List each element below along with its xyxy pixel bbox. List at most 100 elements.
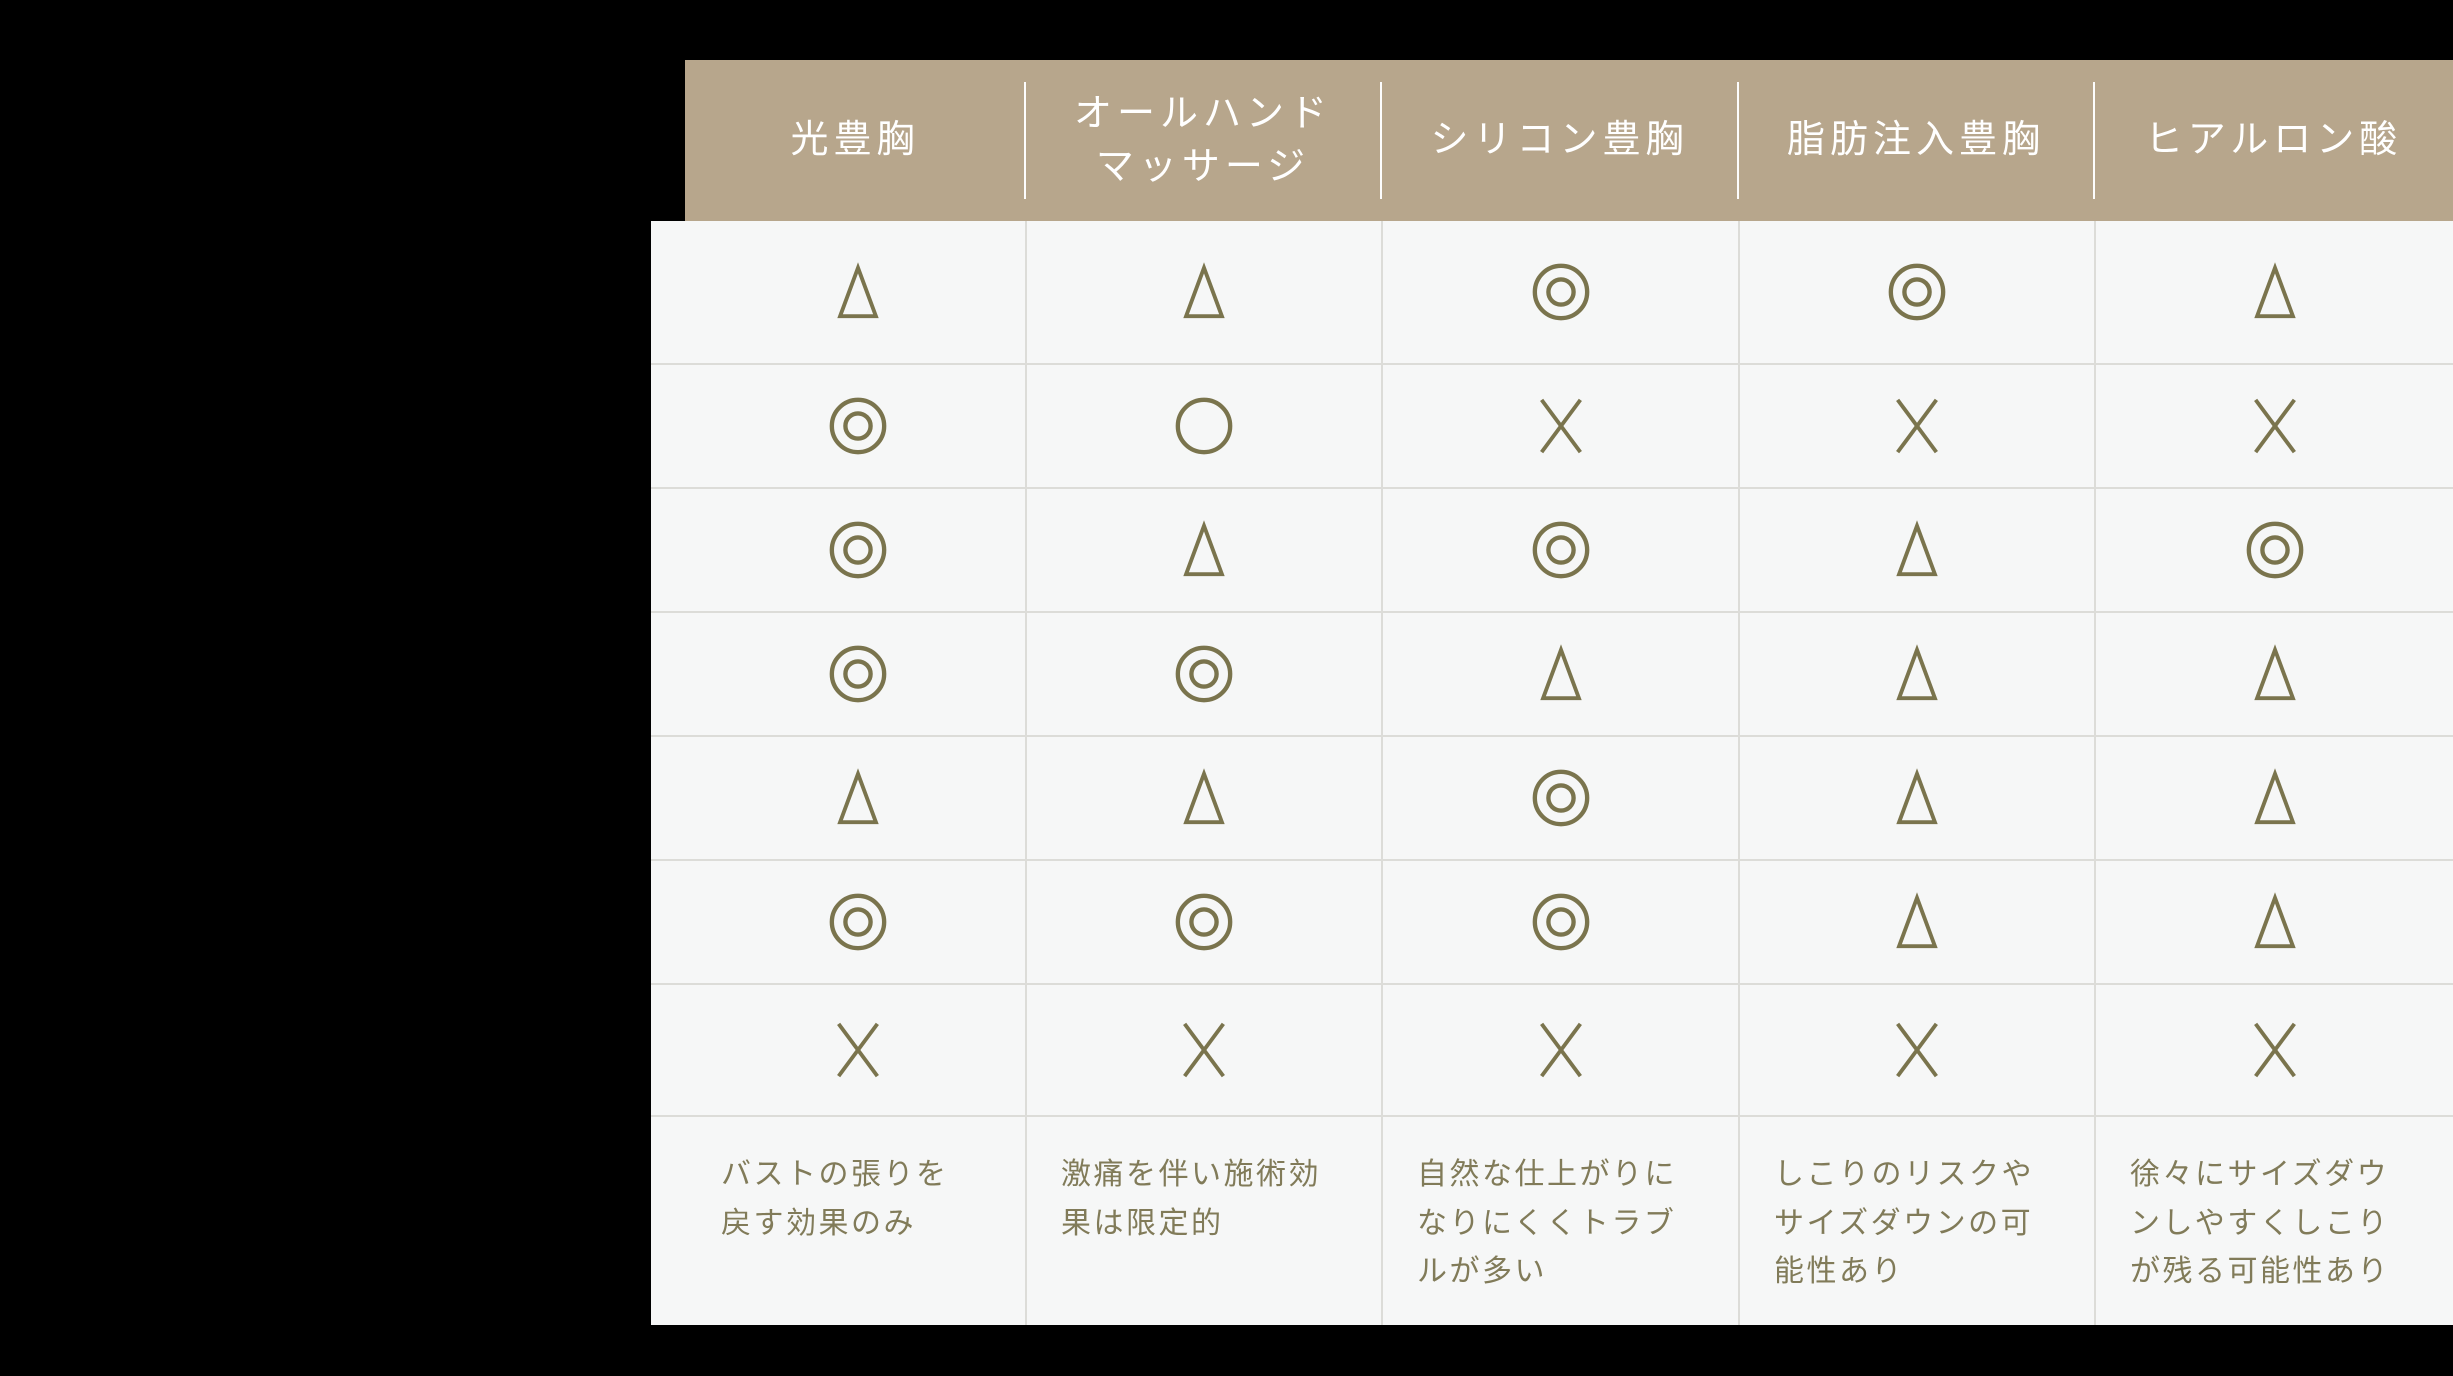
triangle-icon (2253, 768, 2296, 825)
symbol-cell (1025, 365, 1381, 487)
symbol-cell (1738, 737, 2094, 859)
note-text: 激痛を伴い施術効果は限定的 (1061, 1158, 1321, 1240)
triangle-icon (1896, 768, 1938, 825)
symbol-cell (1025, 489, 1381, 611)
note-text: しこりのリスクやサイズダウンの可能性あり (1774, 1158, 2034, 1289)
symbol-cell (1381, 489, 1738, 611)
cross-icon (2253, 1022, 2296, 1078)
symbol-cell (1738, 613, 2094, 735)
symbol-cell (1381, 737, 1738, 859)
symbol-cell (1025, 221, 1381, 363)
symbol-cell (1025, 613, 1381, 735)
table-row (651, 489, 2453, 613)
triangle-icon (2253, 892, 2296, 949)
note-text: 自然な仕上がりになりにくくトラブルが多い (1417, 1158, 1677, 1289)
triangle-icon (837, 768, 879, 825)
double-circle-icon (829, 521, 887, 579)
column-header-label: ヒアルロン酸 (2144, 119, 2403, 162)
table-row (651, 861, 2453, 985)
table-row (651, 613, 2453, 737)
triangle-icon (1896, 644, 1938, 701)
symbol-cell (1381, 861, 1738, 983)
column-header-label: 光豊胸 (790, 119, 920, 162)
symbol-cell (1025, 737, 1381, 859)
cross-icon (1539, 1022, 1582, 1078)
symbol-cell (651, 737, 1025, 859)
column-header: 光豊胸 (685, 60, 1025, 221)
symbol-cell (2094, 221, 2453, 363)
symbol-cell (2094, 861, 2453, 983)
symbol-cell (2094, 737, 2453, 859)
symbol-cell (651, 365, 1025, 487)
triangle-icon (1183, 520, 1225, 577)
column-header-label: オールハンド マッサージ (1073, 93, 1332, 188)
symbol-cell (1738, 985, 2094, 1115)
symbol-cell (1738, 489, 2094, 611)
table-row (651, 737, 2453, 861)
double-circle-icon (2246, 521, 2303, 579)
note-cell: 徐々にサイズダウンしやすくしこりが残る可能性あり (2094, 1117, 2453, 1325)
cross-icon (2253, 398, 2296, 454)
cross-icon (1539, 398, 1582, 454)
symbol-cell (651, 221, 1025, 363)
circle-icon (1175, 397, 1233, 455)
double-circle-icon (829, 645, 887, 703)
column-header-label: シリコン豊胸 (1430, 119, 1689, 162)
double-circle-icon (1175, 645, 1233, 703)
double-circle-icon (1532, 521, 1589, 579)
column-header: 脂肪注入豊胸 (1737, 60, 2094, 221)
double-circle-icon (829, 893, 887, 951)
symbol-cell (1738, 861, 2094, 983)
note-cell: しこりのリスクやサイズダウンの可能性あり (1738, 1117, 2094, 1325)
cross-icon (837, 1022, 879, 1078)
symbol-cell (2094, 489, 2453, 611)
cross-icon (1183, 1022, 1225, 1078)
symbol-cell (651, 861, 1025, 983)
note-cell: 激痛を伴い施術効果は限定的 (1025, 1117, 1381, 1325)
symbol-cell (2094, 365, 2453, 487)
double-circle-icon (1532, 893, 1589, 951)
triangle-icon (1183, 768, 1225, 825)
symbol-cell (1025, 985, 1381, 1115)
note-cell: バストの張りを戻す効果のみ (651, 1117, 1025, 1325)
double-circle-icon (829, 397, 887, 455)
symbol-cell (1381, 985, 1738, 1115)
symbol-cell (2094, 985, 2453, 1115)
column-header: ヒアルロン酸 (2093, 60, 2453, 221)
triangle-icon (837, 262, 879, 319)
double-circle-icon (1532, 263, 1589, 321)
triangle-icon (2253, 644, 2296, 701)
triangle-icon (1896, 892, 1938, 949)
symbol-cell (1381, 365, 1738, 487)
comparison-table-header: 光豊胸 オールハンド マッサージ シリコン豊胸 脂肪注入豊胸 ヒアルロン酸 (685, 60, 2453, 221)
triangle-icon (1183, 262, 1225, 319)
symbol-cell (1025, 861, 1381, 983)
symbol-cell (1381, 221, 1738, 363)
double-circle-icon (1532, 769, 1589, 827)
column-header: シリコン豊胸 (1380, 60, 1738, 221)
symbol-cell (651, 613, 1025, 735)
cross-icon (1896, 1022, 1938, 1078)
column-header: オールハンド マッサージ (1024, 60, 1381, 221)
comparison-table-body: バストの張りを戻す効果のみ 激痛を伴い施術効果は限定的 自然な仕上がりになりにくくト… (651, 221, 2453, 1325)
table-row (651, 365, 2453, 489)
triangle-icon (1539, 644, 1582, 701)
note-text: バストの張りを戻す効果のみ (721, 1158, 949, 1240)
notes-row: バストの張りを戻す効果のみ 激痛を伴い施術効果は限定的 自然な仕上がりになりにくくト… (651, 1117, 2453, 1325)
table-row (651, 985, 2453, 1117)
table-row (651, 221, 2453, 365)
symbol-cell (651, 489, 1025, 611)
double-circle-icon (1888, 263, 1946, 321)
symbol-cell (1381, 613, 1738, 735)
symbol-cell (1738, 365, 2094, 487)
column-header-label: 脂肪注入豊胸 (1786, 119, 2045, 162)
symbol-cell (2094, 613, 2453, 735)
cross-icon (1896, 398, 1938, 454)
triangle-icon (2253, 262, 2296, 319)
triangle-icon (1896, 520, 1938, 577)
note-text: 徐々にサイズダウンしやすくしこりが残る可能性あり (2130, 1158, 2390, 1289)
note-cell: 自然な仕上がりになりにくくトラブルが多い (1381, 1117, 1738, 1325)
symbol-cell (1738, 221, 2094, 363)
symbol-cell (651, 985, 1025, 1115)
